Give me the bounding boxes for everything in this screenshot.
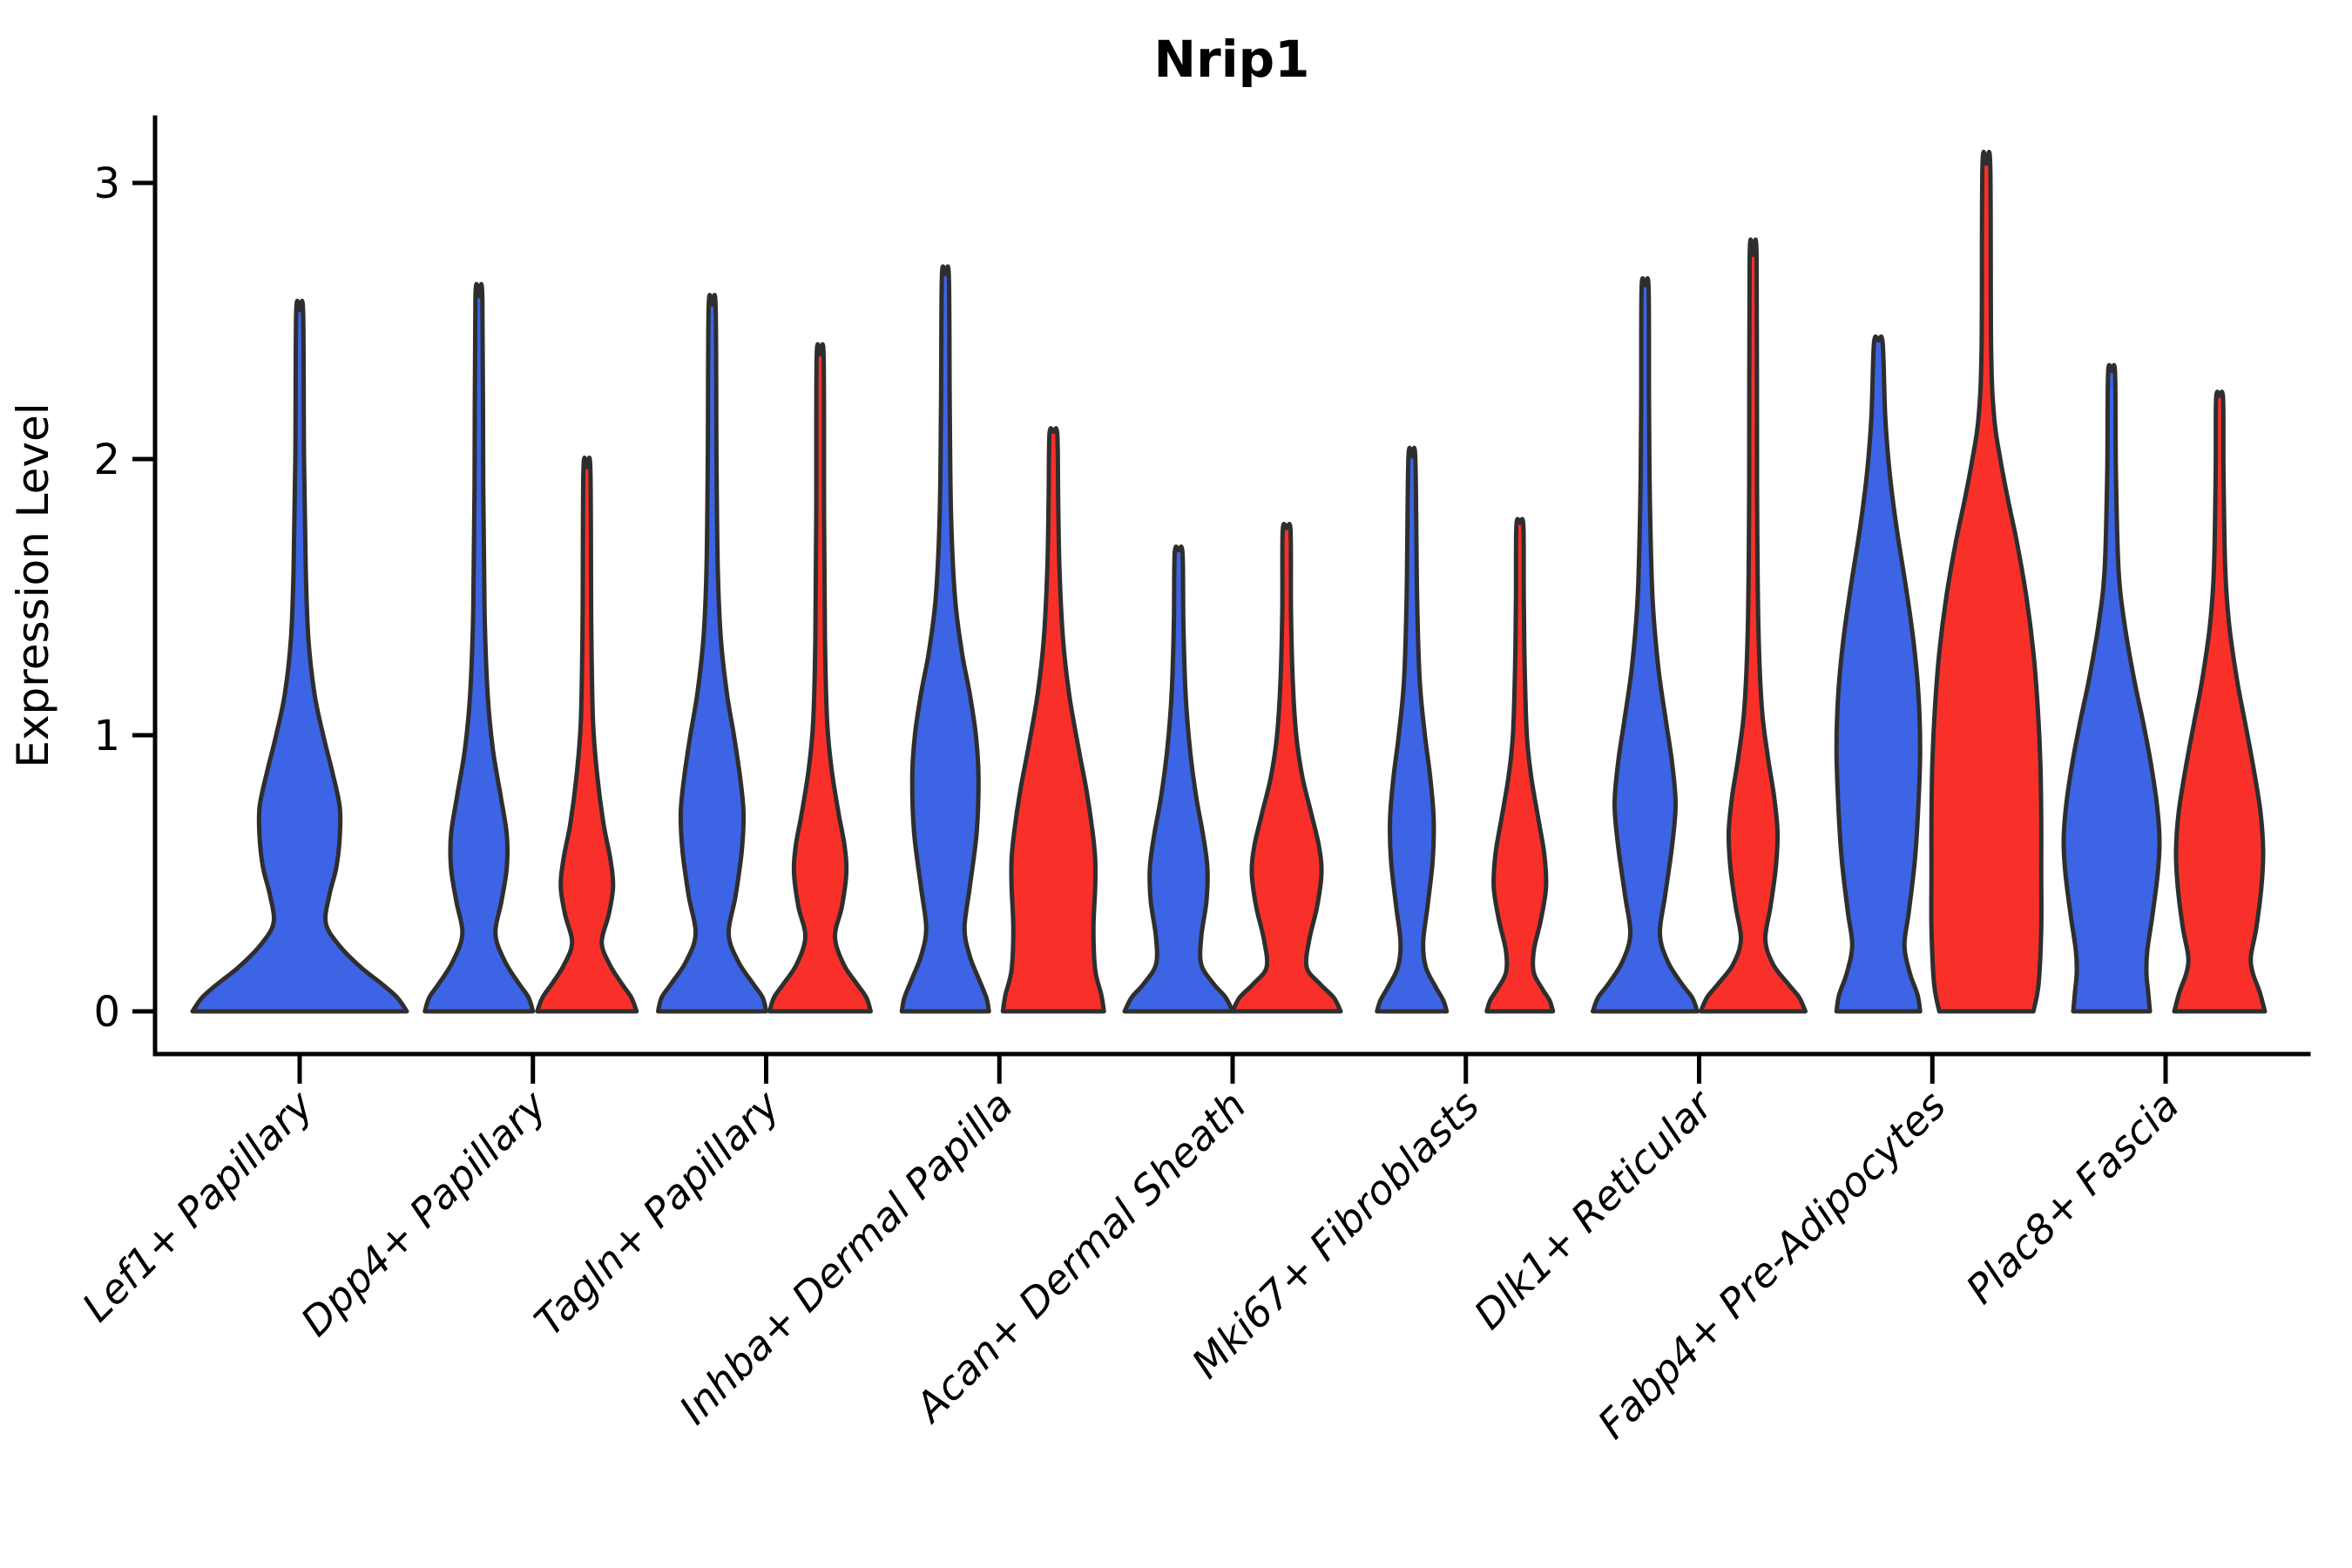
violins-group (190, 149, 2268, 1014)
y-tick-label-0: 0 (93, 988, 120, 1037)
violin-plac8-fascia-blue (2061, 362, 2162, 1014)
violin-tagln-papillary-red (767, 341, 873, 1014)
violin-dlk1-reticular-blue (1591, 276, 1700, 1014)
x-tick-label-lef1-papillary: Lef1+ Papillary (73, 1081, 322, 1330)
x-tick-label-dpp4-papillary: Dpp4+ Papillary (292, 1081, 556, 1345)
x-tick-label-tagln-papillary: Tagln+ Papillary (525, 1081, 789, 1345)
violin-acan-dermal-sheath-red (1230, 522, 1343, 1014)
plot-title: Nrip1 (1154, 30, 1310, 89)
y-tick-label-1: 1 (93, 712, 120, 760)
violin-tagln-papillary-blue (656, 293, 768, 1014)
violin-plac8-fascia-red (2172, 389, 2268, 1014)
y-tick-label-2: 2 (93, 436, 120, 484)
violin-inhba-dermal-papilla-red (1000, 426, 1106, 1014)
violin-fabp4-pre-adipocytes-blue (1834, 334, 1923, 1014)
violin-fabp4-pre-adipocytes-red (1929, 149, 2044, 1014)
y-tick-label-3: 3 (93, 159, 120, 208)
x-tick-label-plac8-fascia: Plac8+ Fascia (1957, 1082, 2187, 1313)
violin-mki67-fibroblasts-red (1484, 517, 1556, 1014)
violin-dlk1-reticular-red (1699, 237, 1808, 1014)
violin-inhba-dermal-papilla-blue (899, 264, 991, 1014)
violin-dpp4-papillary-red (535, 456, 639, 1014)
y-axis-label: Expression Level (8, 402, 58, 767)
violin-dpp4-papillary-blue (422, 281, 536, 1014)
x-tick-label-dlk1-reticular: Dlk1+ Reticular (1465, 1079, 1724, 1338)
violin-lef1-papillary-blue (190, 299, 409, 1014)
violin-acan-dermal-sheath-blue (1122, 544, 1235, 1014)
violin-mki67-fibroblasts-blue (1375, 445, 1450, 1014)
y-axis-ticks: 0 1 2 3 (93, 159, 155, 1037)
